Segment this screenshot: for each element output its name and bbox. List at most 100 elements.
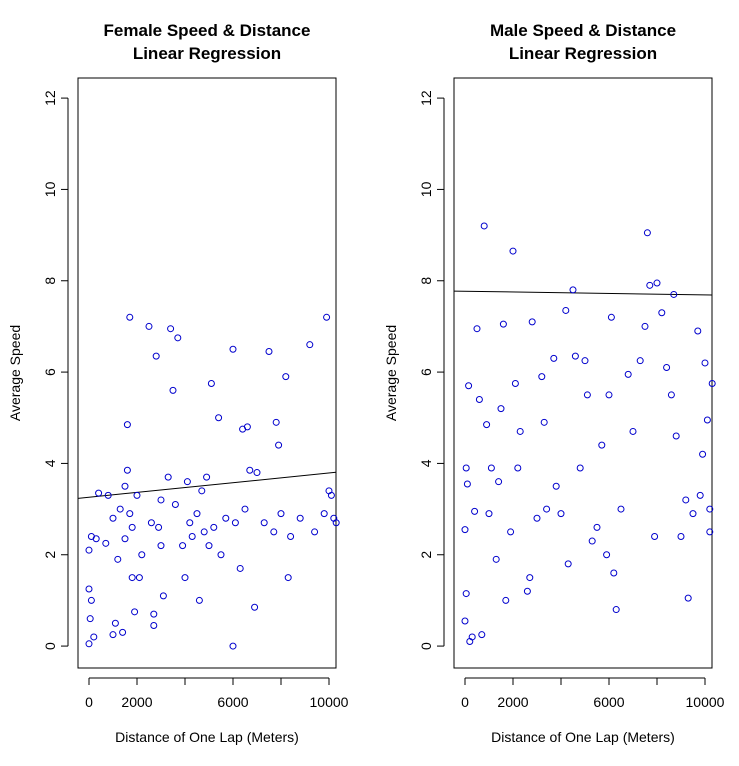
- point: [92, 535, 100, 543]
- point: [195, 596, 203, 604]
- point: [217, 551, 225, 559]
- y-axis-label: Average Speed: [7, 325, 23, 421]
- point: [569, 286, 577, 294]
- point: [581, 357, 589, 365]
- point: [174, 334, 182, 342]
- point: [164, 473, 172, 481]
- point: [509, 247, 517, 255]
- point: [514, 464, 522, 472]
- point: [157, 496, 165, 504]
- point: [150, 622, 158, 630]
- point: [181, 574, 189, 582]
- x-tick-label: 2000: [497, 694, 528, 710]
- point: [461, 617, 469, 625]
- point: [183, 478, 191, 486]
- point: [207, 380, 215, 388]
- point: [203, 473, 211, 481]
- point: [682, 496, 690, 504]
- point: [492, 555, 500, 563]
- y-tick-label: 4: [418, 459, 434, 467]
- point: [215, 414, 223, 422]
- point: [499, 320, 507, 328]
- point: [157, 542, 165, 550]
- point: [689, 510, 697, 518]
- point: [306, 341, 314, 349]
- point: [603, 551, 611, 559]
- point: [612, 606, 620, 614]
- point: [463, 480, 471, 488]
- chart-title: Female Speed & Distance: [104, 21, 311, 40]
- y-tick-label: 6: [418, 368, 434, 376]
- point: [311, 528, 319, 536]
- point: [210, 523, 218, 531]
- point: [128, 523, 136, 531]
- y-tick-label: 0: [418, 642, 434, 650]
- point: [147, 519, 155, 527]
- point: [495, 478, 503, 486]
- plot-box: [453, 77, 713, 669]
- y-tick-label: 10: [418, 181, 434, 197]
- point: [511, 380, 519, 388]
- x-tick-label: 0: [85, 694, 93, 710]
- point: [265, 348, 273, 356]
- point: [473, 325, 481, 333]
- point: [85, 640, 93, 648]
- point: [583, 391, 591, 399]
- point: [663, 364, 671, 372]
- point: [159, 592, 167, 600]
- point: [246, 466, 254, 474]
- point: [205, 542, 213, 550]
- y-tick-label: 12: [42, 90, 58, 106]
- point: [323, 313, 331, 321]
- point: [102, 539, 110, 547]
- point: [576, 464, 584, 472]
- point: [533, 514, 541, 522]
- point: [538, 373, 546, 381]
- x-tick-label: 6000: [217, 694, 248, 710]
- point: [123, 421, 131, 429]
- point: [275, 441, 283, 449]
- point: [90, 633, 98, 641]
- point: [152, 352, 160, 360]
- point: [670, 290, 678, 298]
- y-tick-label: 0: [42, 642, 58, 650]
- point: [95, 489, 103, 497]
- point: [131, 608, 139, 616]
- point: [123, 466, 131, 474]
- point: [557, 510, 565, 518]
- y-tick-label: 2: [42, 551, 58, 559]
- point: [684, 594, 692, 602]
- point: [116, 505, 124, 513]
- point: [114, 555, 122, 563]
- point: [462, 590, 470, 598]
- point: [571, 352, 579, 360]
- point: [672, 432, 680, 440]
- chart-title: Linear Regression: [133, 44, 281, 63]
- y-tick-label: 4: [42, 459, 58, 467]
- x-tick-label: 0: [461, 694, 469, 710]
- point: [236, 564, 244, 572]
- point: [169, 386, 177, 394]
- point: [624, 370, 632, 378]
- point: [703, 416, 711, 424]
- point: [694, 327, 702, 335]
- point: [119, 628, 127, 636]
- y-tick-label: 10: [42, 181, 58, 197]
- y-tick-label: 8: [42, 277, 58, 285]
- point: [588, 537, 596, 545]
- point: [272, 418, 280, 426]
- point: [696, 491, 704, 499]
- point: [610, 569, 618, 577]
- point: [193, 510, 201, 518]
- point: [465, 382, 473, 390]
- point: [471, 507, 479, 515]
- point: [121, 482, 129, 490]
- point: [653, 279, 661, 287]
- point: [167, 325, 175, 333]
- point: [468, 633, 476, 641]
- x-axis-label: Distance of One Lap (Meters): [491, 729, 675, 745]
- point: [550, 354, 558, 362]
- y-tick-label: 12: [418, 90, 434, 106]
- point: [526, 574, 534, 582]
